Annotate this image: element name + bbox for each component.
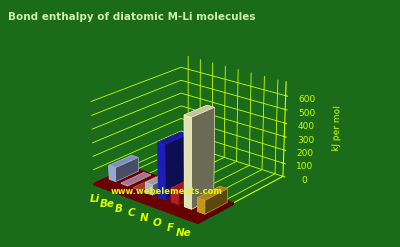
- Text: Bond enthalpy of diatomic M-Li molecules: Bond enthalpy of diatomic M-Li molecules: [8, 12, 256, 22]
